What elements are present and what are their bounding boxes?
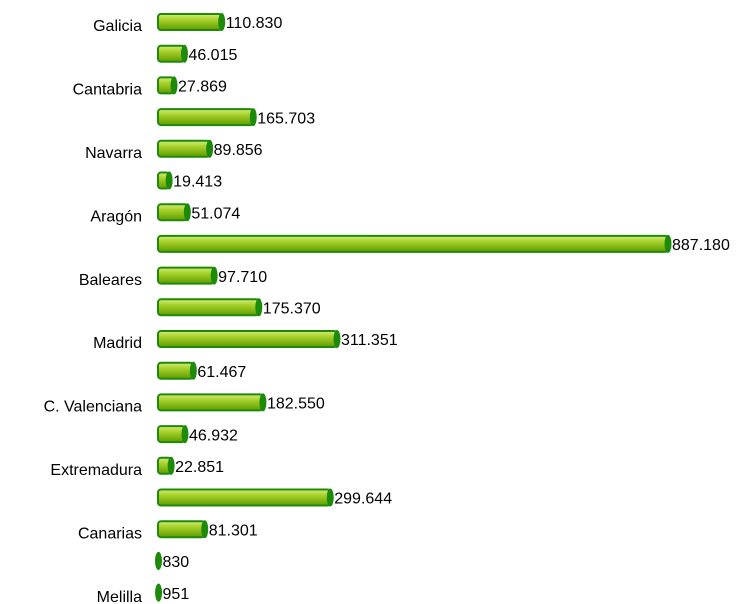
bar [157, 203, 189, 222]
bar [157, 425, 186, 444]
bar-cap [259, 393, 267, 412]
value-label: 182.550 [267, 396, 325, 413]
value-label: 887.180 [672, 237, 730, 254]
y-tick-label: C. Valenciana [44, 399, 143, 416]
y-tick-label: Canarias [78, 525, 142, 542]
bar [157, 44, 186, 63]
bar [157, 13, 223, 31]
y-tick-label: Galicia [93, 18, 142, 35]
bar-cap [155, 583, 163, 602]
bar [157, 234, 669, 253]
value-label: 46.015 [188, 47, 237, 64]
bar [157, 361, 195, 380]
value-label: 51.074 [191, 205, 240, 222]
bar-cap [664, 234, 672, 253]
y-tick-label: Cantabria [73, 82, 142, 99]
bar-cap [167, 456, 175, 475]
value-label: 299.644 [334, 491, 392, 508]
bar-cap [189, 361, 197, 380]
bar-cap [249, 108, 257, 127]
bar-cap [180, 44, 188, 63]
bar [157, 488, 332, 507]
value-label: 830 [162, 554, 189, 571]
bar-cap [206, 139, 214, 158]
bar [157, 139, 211, 158]
y-tick-label: Madrid [93, 335, 142, 352]
value-label: 165.703 [257, 110, 315, 127]
value-label: 22.851 [175, 459, 224, 476]
value-label: 110.830 [226, 15, 283, 32]
bar-cap [165, 171, 173, 190]
bar [157, 393, 264, 412]
y-tick-label: Melilla [97, 589, 142, 604]
bar-cap [170, 76, 178, 95]
bar-cap [210, 266, 218, 285]
value-label: 46.932 [189, 427, 238, 444]
bar-cap [333, 330, 341, 348]
value-label: 97.710 [218, 269, 267, 286]
y-tick-label: Navarra [85, 145, 142, 162]
bar [157, 108, 255, 127]
bar-cap [218, 13, 226, 31]
bar-cap [255, 298, 263, 317]
value-label: 27.869 [178, 79, 227, 96]
value-label: 311.351 [341, 332, 398, 349]
y-tick-label: Baleares [79, 272, 142, 289]
value-label: 81.301 [209, 522, 258, 539]
bar-cap [181, 425, 189, 444]
bar [157, 520, 206, 539]
bar [157, 330, 338, 348]
value-label: 89.856 [214, 142, 263, 159]
value-label: 175.370 [263, 301, 321, 318]
bar-cap [326, 488, 334, 507]
bar-cap [183, 203, 191, 222]
value-label: 951 [163, 586, 190, 603]
value-label: 19.413 [173, 174, 222, 191]
y-tick-label: Aragón [90, 208, 142, 225]
bar-cap [154, 551, 162, 570]
bar [157, 266, 216, 285]
y-tick-label: Extremadura [50, 462, 142, 479]
bar-cap [201, 520, 209, 539]
bar [157, 298, 260, 317]
value-label: 61.467 [197, 364, 246, 381]
